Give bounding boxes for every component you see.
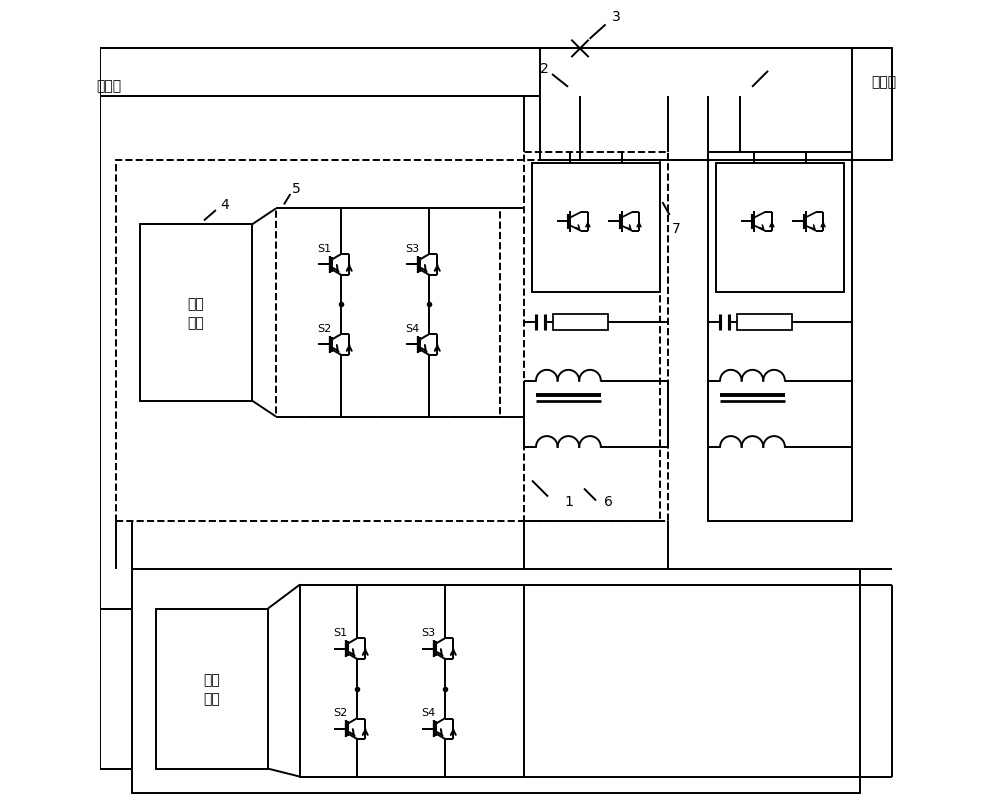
Text: 6: 6 <box>604 494 613 508</box>
Bar <box>553 314 608 330</box>
Bar <box>532 164 660 293</box>
Bar <box>300 585 524 776</box>
Text: 4: 4 <box>220 198 229 213</box>
Text: S1: S1 <box>318 244 332 254</box>
Bar <box>524 153 668 520</box>
Bar <box>156 609 268 768</box>
Text: S3: S3 <box>406 244 420 254</box>
Text: 1: 1 <box>564 494 573 508</box>
Bar <box>708 153 852 520</box>
Text: S4: S4 <box>422 707 436 718</box>
Bar <box>276 209 500 417</box>
Text: S3: S3 <box>422 628 436 638</box>
Text: 电源侧: 电源侧 <box>96 79 121 93</box>
Text: S2: S2 <box>334 707 348 718</box>
Text: 储能
单元: 储能 单元 <box>204 672 220 706</box>
Text: S2: S2 <box>318 324 332 334</box>
Text: 储能
单元: 储能 单元 <box>188 297 204 330</box>
Text: 负荷侧: 负荷侧 <box>871 75 896 89</box>
Text: 5: 5 <box>292 182 301 196</box>
Bar <box>140 225 252 401</box>
Bar <box>716 164 844 293</box>
Bar <box>116 161 660 520</box>
Text: 3: 3 <box>612 10 621 24</box>
Text: 2: 2 <box>540 63 549 76</box>
Bar <box>737 314 792 330</box>
Bar <box>540 50 892 161</box>
Bar <box>132 569 860 792</box>
Text: 7: 7 <box>672 221 681 236</box>
Text: S1: S1 <box>334 628 348 638</box>
Text: S4: S4 <box>406 324 420 334</box>
